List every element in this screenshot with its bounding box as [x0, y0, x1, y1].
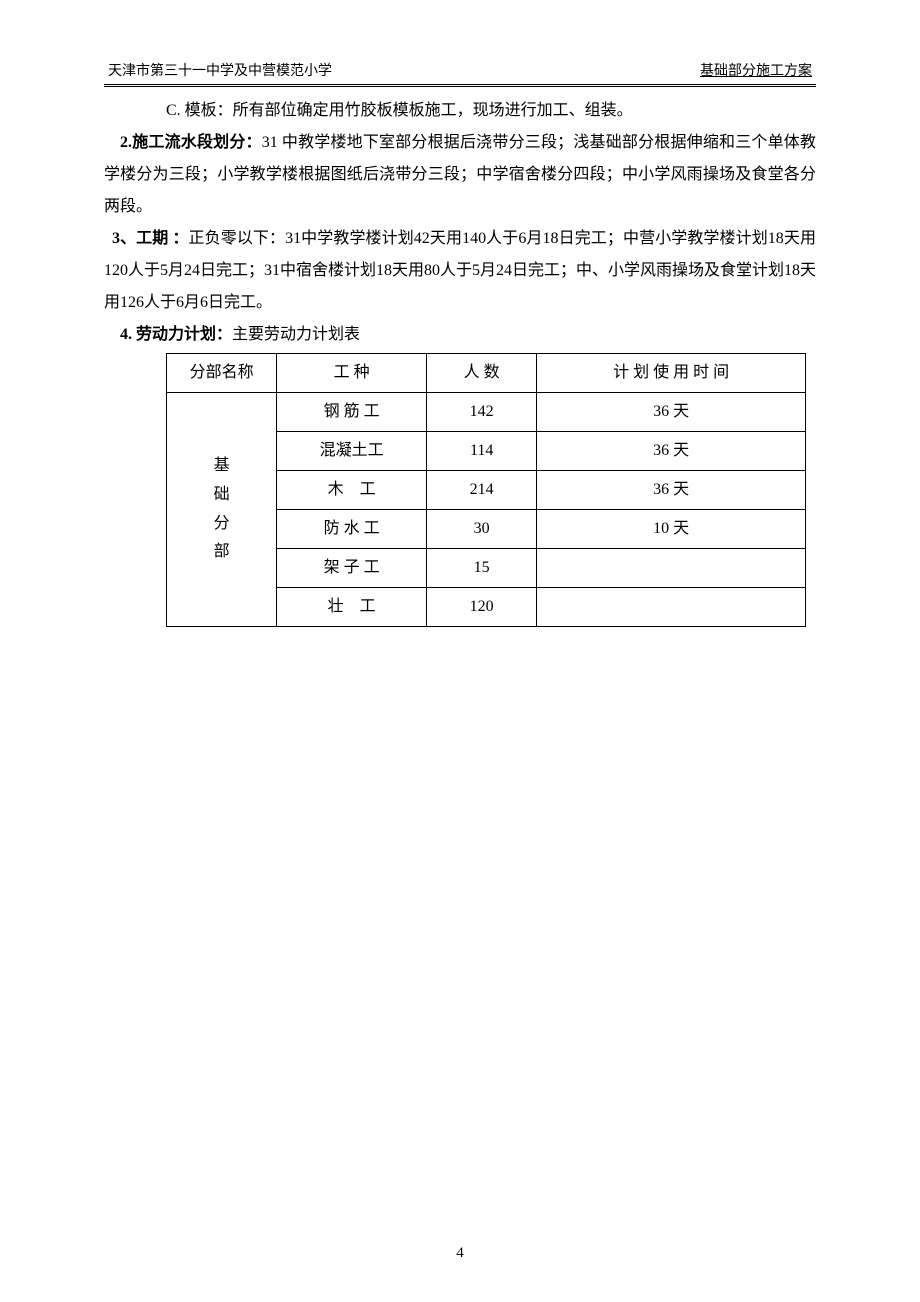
td-count: 120 — [427, 588, 537, 627]
td-type: 壮 工 — [277, 588, 427, 627]
p4-label: 4. 劳动力计划： — [120, 326, 232, 343]
labor-plan-table: 分部名称 工 种 人 数 计 划 使 用 时 间 基础分部 钢 筋 工 142 … — [166, 353, 806, 627]
td-time: 10 天 — [537, 510, 806, 549]
td-type: 架 子 工 — [277, 549, 427, 588]
p3-text: 正负零以下：31中学教学楼计划42天用140人于6月18日完工；中营小学教学楼计… — [104, 230, 816, 311]
th-type: 工 种 — [277, 354, 427, 393]
paragraph-3: 3、工期 ：正负零以下：31中学教学楼计划42天用140人于6月18日完工；中营… — [104, 223, 816, 319]
td-time — [537, 549, 806, 588]
td-type: 钢 筋 工 — [277, 393, 427, 432]
td-count: 30 — [427, 510, 537, 549]
header-left: 天津市第三十一中学及中营模范小学 — [108, 60, 332, 80]
p4-text: 主要劳动力计划表 — [232, 326, 360, 343]
td-count: 142 — [427, 393, 537, 432]
paragraph-2: 2.施工流水段划分：31 中教学楼地下室部分根据后浇带分三段；浅基础部分根据伸缩… — [104, 127, 816, 223]
content: C. 模板：所有部位确定用竹胶板模板施工，现场进行加工、组装。 2.施工流水段划… — [104, 95, 816, 627]
td-type: 防 水 工 — [277, 510, 427, 549]
header: 天津市第三十一中学及中营模范小学 基础部分施工方案 — [104, 60, 816, 87]
td-division-label: 基础分部 — [167, 393, 277, 627]
td-count: 114 — [427, 432, 537, 471]
td-time: 36 天 — [537, 432, 806, 471]
table-row: 基础分部 钢 筋 工 142 36 天 — [167, 393, 806, 432]
th-division: 分部名称 — [167, 354, 277, 393]
page: 天津市第三十一中学及中营模范小学 基础部分施工方案 C. 模板：所有部位确定用竹… — [0, 0, 920, 1302]
td-type: 混凝土工 — [277, 432, 427, 471]
td-time: 36 天 — [537, 471, 806, 510]
table-header-row: 分部名称 工 种 人 数 计 划 使 用 时 间 — [167, 354, 806, 393]
td-type: 木 工 — [277, 471, 427, 510]
paragraph-c: C. 模板：所有部位确定用竹胶板模板施工，现场进行加工、组装。 — [104, 95, 816, 127]
td-time: 36 天 — [537, 393, 806, 432]
td-time — [537, 588, 806, 627]
td-count: 214 — [427, 471, 537, 510]
td-count: 15 — [427, 549, 537, 588]
th-count: 人 数 — [427, 354, 537, 393]
page-number: 4 — [0, 1245, 920, 1262]
paragraph-4: 4. 劳动力计划：主要劳动力计划表 — [104, 319, 816, 351]
p3-label: 3、工期 ： — [112, 230, 189, 247]
header-right: 基础部分施工方案 — [700, 60, 812, 80]
th-time: 计 划 使 用 时 间 — [537, 354, 806, 393]
p2-label: 2.施工流水段划分： — [120, 134, 262, 151]
